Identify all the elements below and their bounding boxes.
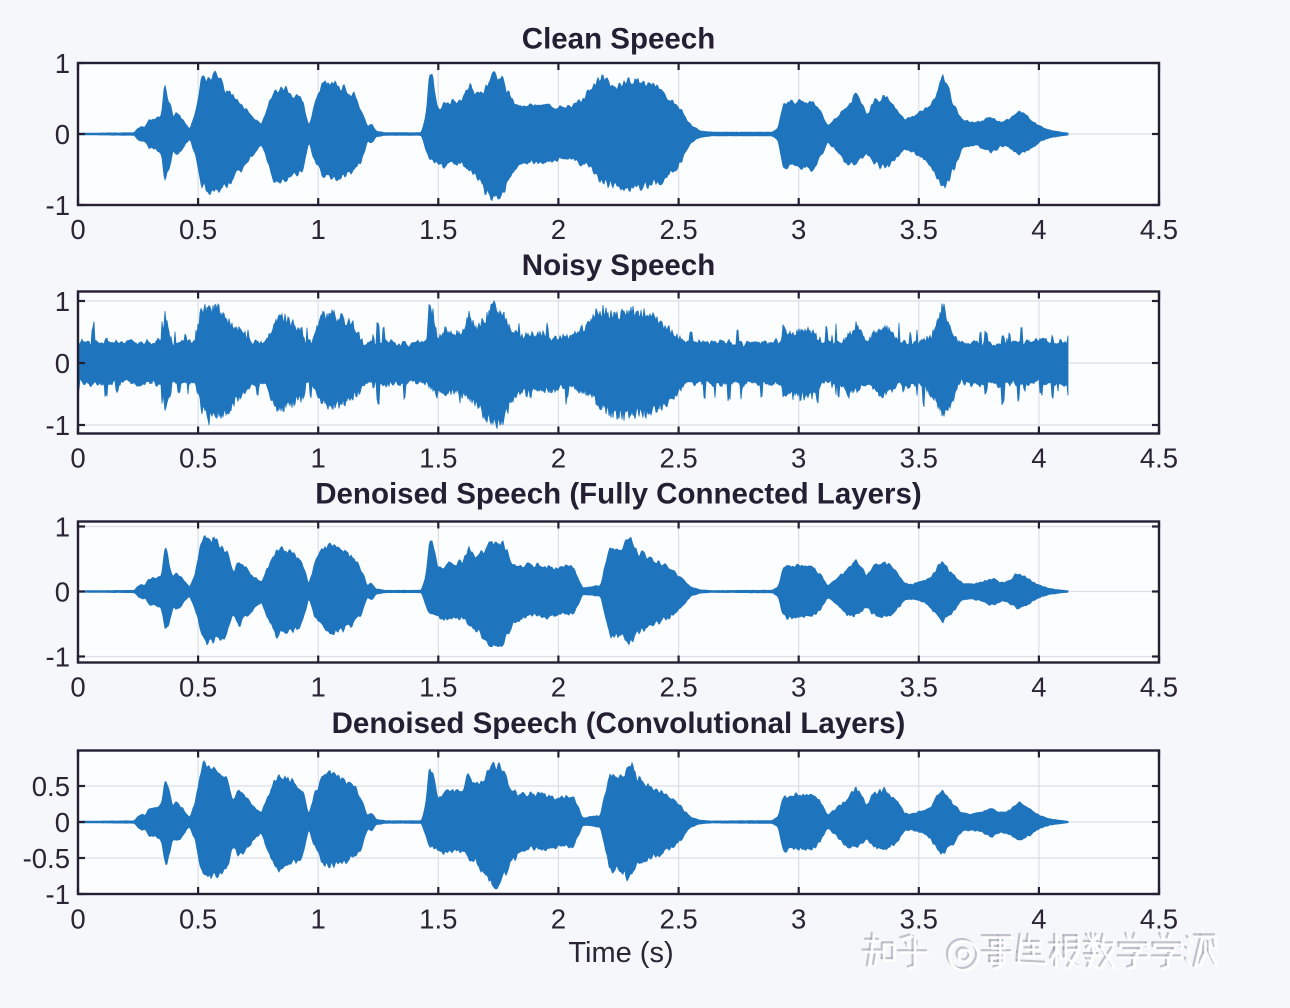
svg-text:1: 1: [311, 443, 326, 474]
svg-text:3.5: 3.5: [900, 443, 938, 474]
svg-text:0.5: 0.5: [179, 214, 217, 245]
svg-text:0.5: 0.5: [32, 771, 70, 802]
svg-text:0: 0: [70, 904, 85, 935]
svg-text:4.5: 4.5: [1140, 443, 1178, 474]
svg-text:2: 2: [551, 904, 566, 935]
svg-text:1.5: 1.5: [419, 214, 457, 245]
svg-text:1: 1: [55, 286, 70, 317]
svg-text:2.5: 2.5: [659, 214, 697, 245]
svg-text:0.5: 0.5: [179, 443, 217, 474]
svg-text:2: 2: [551, 672, 566, 703]
svg-text:4: 4: [1031, 443, 1046, 474]
svg-text:0.5: 0.5: [179, 672, 217, 703]
svg-text:0: 0: [55, 119, 70, 150]
svg-text:0: 0: [70, 214, 85, 245]
svg-text:1.5: 1.5: [419, 904, 457, 935]
svg-text:4.5: 4.5: [1140, 214, 1178, 245]
svg-text:1.5: 1.5: [419, 672, 457, 703]
svg-text:2: 2: [551, 214, 566, 245]
svg-text:Denoised Speech (Fully Connect: Denoised Speech (Fully Connected Layers): [315, 478, 922, 511]
svg-text:Time (s): Time (s): [568, 937, 673, 969]
svg-text:4: 4: [1031, 214, 1046, 245]
svg-text:0: 0: [55, 807, 70, 838]
svg-text:2.5: 2.5: [659, 672, 697, 703]
svg-text:4.5: 4.5: [1140, 672, 1178, 703]
svg-text:4: 4: [1031, 904, 1046, 935]
svg-text:Clean Speech: Clean Speech: [522, 23, 715, 56]
svg-text:1: 1: [55, 48, 70, 79]
svg-text:3.5: 3.5: [900, 214, 938, 245]
svg-text:0.5: 0.5: [179, 904, 217, 935]
svg-text:3: 3: [791, 214, 806, 245]
svg-text:2.5: 2.5: [659, 904, 697, 935]
svg-text:0: 0: [55, 348, 70, 379]
svg-text:Noisy Speech: Noisy Speech: [522, 249, 715, 282]
svg-text:-1: -1: [46, 642, 70, 673]
svg-text:3.5: 3.5: [900, 904, 938, 935]
svg-text:-1: -1: [46, 190, 70, 221]
svg-text:2.5: 2.5: [659, 443, 697, 474]
svg-text:2: 2: [551, 443, 566, 474]
svg-text:3.5: 3.5: [900, 672, 938, 703]
svg-text:3: 3: [791, 672, 806, 703]
svg-text:1: 1: [311, 904, 326, 935]
svg-text:3: 3: [791, 904, 806, 935]
svg-text:3: 3: [791, 443, 806, 474]
svg-text:0: 0: [55, 577, 70, 608]
svg-text:0: 0: [70, 672, 85, 703]
svg-text:0: 0: [70, 443, 85, 474]
svg-text:1: 1: [311, 672, 326, 703]
svg-text:1.5: 1.5: [419, 443, 457, 474]
svg-text:1: 1: [55, 512, 70, 543]
svg-text:-0.5: -0.5: [23, 843, 70, 874]
svg-text:4.5: 4.5: [1140, 904, 1178, 935]
svg-text:4: 4: [1031, 672, 1046, 703]
svg-text:Denoised Speech (Convolutional: Denoised Speech (Convolutional Layers): [332, 707, 906, 740]
svg-text:-1: -1: [46, 410, 70, 441]
svg-text:1: 1: [311, 214, 326, 245]
svg-text:-1: -1: [46, 879, 70, 910]
